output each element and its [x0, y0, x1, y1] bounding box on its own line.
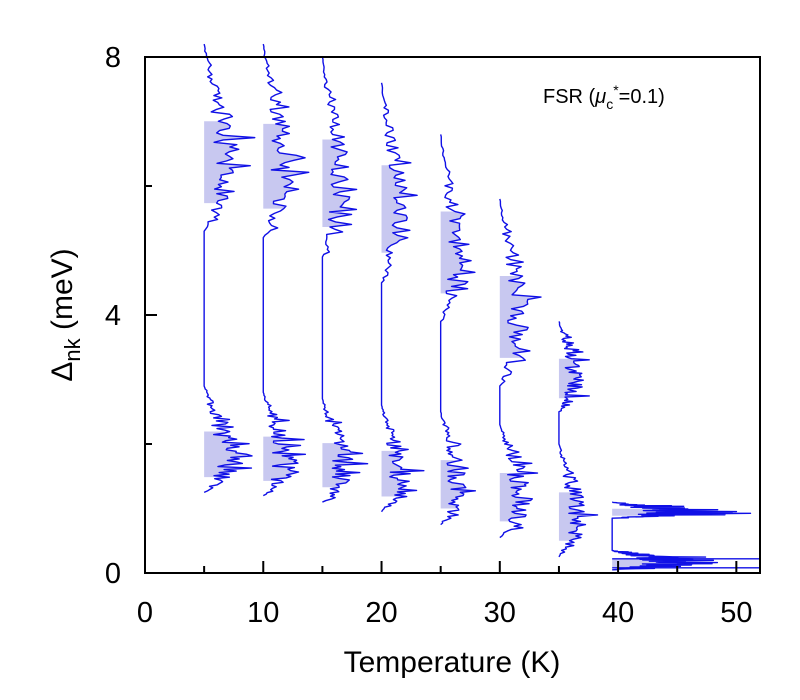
gap-trace-line [262, 43, 310, 497]
trace-35K [558, 321, 599, 558]
trace-39.5K [611, 501, 752, 571]
fsr-annotation: FSR (μc*=0.1) [543, 82, 665, 112]
x-tick-label: 30 [484, 597, 516, 629]
band-fill [440, 460, 476, 509]
fsr-paren-open: ( [583, 86, 596, 108]
trace-5K [203, 43, 256, 494]
y-tick-label: 8 [105, 42, 121, 74]
trace-20K [380, 82, 425, 513]
gap-trace-line [203, 43, 256, 494]
gap-trace-line [611, 501, 752, 571]
gap-trace-line [321, 56, 369, 503]
mu-superscript: * [613, 82, 619, 98]
x-tick-label: 10 [247, 597, 279, 629]
x-tick-labels: 0 10 20 30 40 50 [137, 597, 753, 629]
y-axis-title-unit: (meV) [46, 248, 79, 338]
y-tick-labels: 0 4 8 [105, 42, 121, 590]
x-tick-label: 40 [602, 597, 634, 629]
mu-value: =0.1 [619, 86, 658, 108]
fsr-label: FSR [543, 86, 583, 108]
x-tick-label: 20 [365, 597, 397, 629]
y-tick-label: 0 [105, 558, 121, 590]
trace-15K [321, 56, 369, 503]
gap-trace-line [499, 198, 542, 539]
y-axis-title-symbol: Δ [46, 362, 79, 382]
x-axis-title: Temperature (K) [344, 646, 561, 679]
gap-trace-line [380, 82, 425, 513]
band-fill [204, 431, 253, 478]
band-fill [322, 139, 357, 227]
fsr-paren-close: ) [658, 86, 665, 108]
band-fill [499, 473, 538, 522]
trace-10K [262, 43, 310, 497]
gap-traces [203, 43, 760, 571]
trace-30K [499, 198, 542, 539]
y-tick-label: 4 [105, 300, 121, 332]
y-axis-title-subscript: nk [60, 337, 85, 361]
x-tick-label: 50 [720, 597, 752, 629]
axis-ticks [144, 56, 738, 574]
x-tick-label: 0 [137, 597, 153, 629]
gap-trace-line [439, 134, 477, 526]
band-fill [263, 436, 306, 481]
band-fill [204, 121, 255, 204]
gap-trace-line [558, 321, 599, 558]
mu-subscript: c [606, 96, 613, 112]
band-fill [558, 492, 598, 541]
trace-25K [439, 134, 477, 526]
y-axis-title: Δnk (meV) [46, 248, 85, 381]
band-fill [263, 123, 309, 209]
mu-symbol: μ [594, 86, 606, 108]
band-fill [499, 276, 541, 358]
